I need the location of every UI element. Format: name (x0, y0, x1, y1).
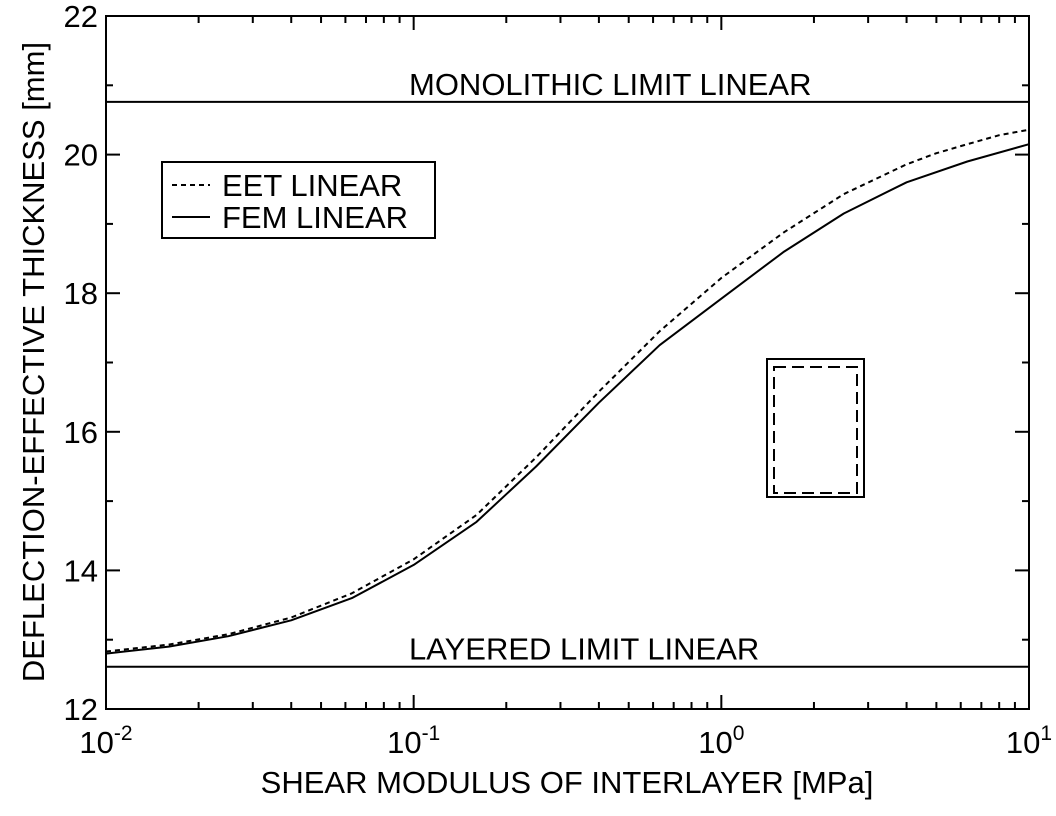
data-series (105, 128, 1030, 655)
y-tick-label: 18 (64, 276, 98, 311)
x-tick-label: 101 (1006, 722, 1052, 760)
axis-ticks: 12 14 16 18 20 22 10-2 10-1 100 101 (64, 0, 1053, 760)
y-tick-label: 12 (64, 692, 98, 727)
y-tick-label: 20 (64, 138, 98, 173)
legend-label-fem: FEM LINEAR (222, 200, 408, 235)
inset-outer-rect (766, 358, 865, 498)
legend: EET LINEAR FEM LINEAR (161, 161, 436, 239)
reference-lines: MONOLITHIC LIMIT LINEAR LAYERED LIMIT LIN… (106, 67, 1029, 668)
x-tick-label: 100 (698, 722, 744, 760)
x-tick-label: 10-2 (79, 722, 132, 760)
legend-box (161, 161, 436, 239)
y-tick-label: 14 (64, 553, 98, 588)
x-axis-label: SHEAR MODULUS OF INTERLAYER [MPa] (261, 765, 874, 800)
inset-inner-rect (773, 366, 858, 494)
x-tick-label: 10-1 (387, 722, 440, 760)
y-axis-label: DEFLECTION-EFFECTIVE THICKNESS [mm] (16, 42, 51, 682)
reference-line-label: LAYERED LIMIT LINEAR (409, 632, 759, 667)
legend-label-eet: EET LINEAR (222, 168, 402, 203)
y-tick-label: 16 (64, 415, 98, 450)
reference-line-label: MONOLITHIC LIMIT LINEAR (409, 67, 812, 102)
series-line-fem (105, 143, 1030, 655)
cross-section-inset (766, 358, 865, 498)
plot-frame (105, 15, 1030, 710)
y-tick-label: 22 (64, 0, 98, 34)
